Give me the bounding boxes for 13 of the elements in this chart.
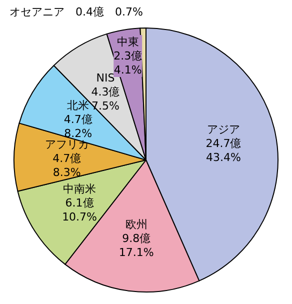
data-label: 2.3億 4.1%	[114, 49, 142, 76]
slice-label: 欧州	[125, 218, 148, 232]
data-label: 24.7億 43.4%	[206, 137, 242, 164]
slice-label: オセアニア 0.4億 0.7%	[9, 6, 143, 19]
slice-label: 北米	[67, 98, 90, 112]
data-label: 9.8億 17.1%	[118, 232, 154, 260]
slice-label: アジア	[207, 123, 240, 136]
slice-label: 中南米	[63, 182, 96, 196]
data-label: 6.1億 10.7%	[62, 196, 98, 224]
slice-label: NIS	[96, 71, 115, 84]
data-label: 4.7億 8.2%	[64, 112, 92, 140]
data-label: 4.7億 8.3%	[52, 152, 82, 179]
slice-label: 中東	[116, 35, 139, 48]
